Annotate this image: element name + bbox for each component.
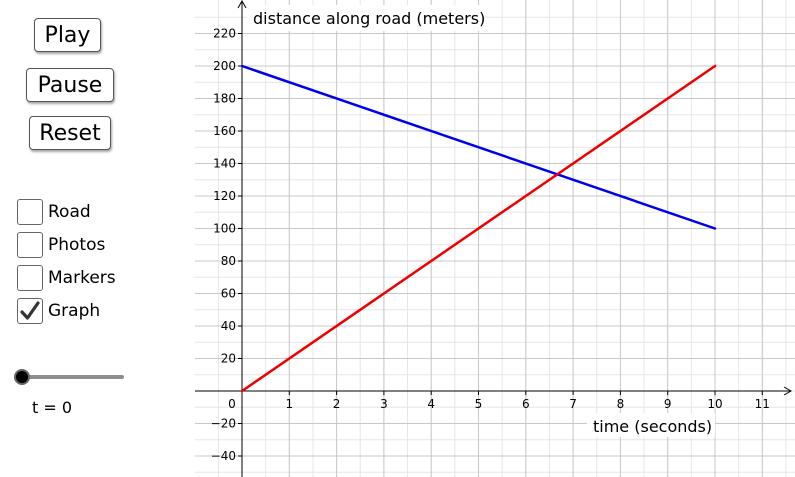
photos-checkbox-label: Photos xyxy=(48,235,106,255)
tick-labels: 0 1 2 3 4 5 6 7 8 9 10 11 −40 −20 20 40 60 80 100 120 140 160… xyxy=(211,27,770,464)
series-line xyxy=(240,64,717,393)
y-axis-title: distance along road (meters) xyxy=(253,9,485,28)
checkmark-icon xyxy=(20,301,40,320)
y-tick-label: 40 xyxy=(221,319,236,333)
y-tick-label: 160 xyxy=(213,124,236,138)
x-tick-label: 5 xyxy=(475,397,483,411)
y-tick-label: 60 xyxy=(221,287,236,301)
y-tick-label: 220 xyxy=(213,27,236,41)
y-tick-label: 200 xyxy=(213,59,236,73)
x-tick-label: 6 xyxy=(522,397,530,411)
y-tick-label: −40 xyxy=(211,449,236,463)
photos-checkbox-row[interactable]: Photos xyxy=(17,231,105,259)
x-tick-label: 11 xyxy=(755,397,770,411)
markers-checkbox-row[interactable]: Markers xyxy=(17,264,116,292)
x-tick-label: 1 xyxy=(285,397,293,411)
series-lines xyxy=(240,64,717,393)
y-tick-label: 120 xyxy=(213,189,236,203)
markers-checkbox-label: Markers xyxy=(48,268,116,288)
x-axis-title: time (seconds) xyxy=(593,417,712,436)
y-tick-label: 100 xyxy=(213,222,236,236)
photos-checkbox[interactable] xyxy=(17,232,43,258)
markers-checkbox[interactable] xyxy=(17,265,43,291)
y-tick-label: −20 xyxy=(211,417,236,431)
x-tick-label: 2 xyxy=(333,397,341,411)
time-slider-knob[interactable] xyxy=(14,369,30,385)
x-axis-arrow xyxy=(783,386,793,396)
y-tick-label: 20 xyxy=(221,352,236,366)
xlabel-background xyxy=(587,413,715,437)
graph-checkbox-label: Graph xyxy=(48,301,101,321)
x-tick-label: 4 xyxy=(427,397,435,411)
play-button[interactable]: Play xyxy=(34,18,101,52)
grid-lines xyxy=(195,0,795,477)
y-tick-label: 140 xyxy=(213,157,236,171)
graph-checkbox-row[interactable]: Graph xyxy=(17,297,100,325)
x-tick-label: 0 xyxy=(228,397,236,411)
x-tick-label: 10 xyxy=(707,397,722,411)
road-checkbox[interactable] xyxy=(17,199,43,225)
x-tick-label: 3 xyxy=(380,397,388,411)
y-tick-label: 80 xyxy=(221,254,236,268)
y-axis-arrow xyxy=(237,0,247,9)
ylabel-background xyxy=(247,5,485,31)
reset-button[interactable]: Reset xyxy=(29,116,111,150)
road-checkbox-label: Road xyxy=(48,202,91,222)
axes xyxy=(195,0,793,477)
pause-button[interactable]: Pause xyxy=(26,68,114,102)
x-tick-label: 7 xyxy=(569,397,577,411)
series-line xyxy=(240,64,717,230)
time-value-label: t = 0 xyxy=(32,398,73,417)
axis-titles: distance along road (meters) time (second… xyxy=(247,5,715,437)
x-tick-label: 9 xyxy=(664,397,672,411)
time-slider-track[interactable] xyxy=(18,375,124,379)
y-tick-label: 180 xyxy=(213,92,236,106)
x-tick-label: 8 xyxy=(617,397,625,411)
graph-checkbox[interactable] xyxy=(17,298,43,324)
time-slider[interactable] xyxy=(14,369,124,385)
road-checkbox-row[interactable]: Road xyxy=(17,198,91,226)
